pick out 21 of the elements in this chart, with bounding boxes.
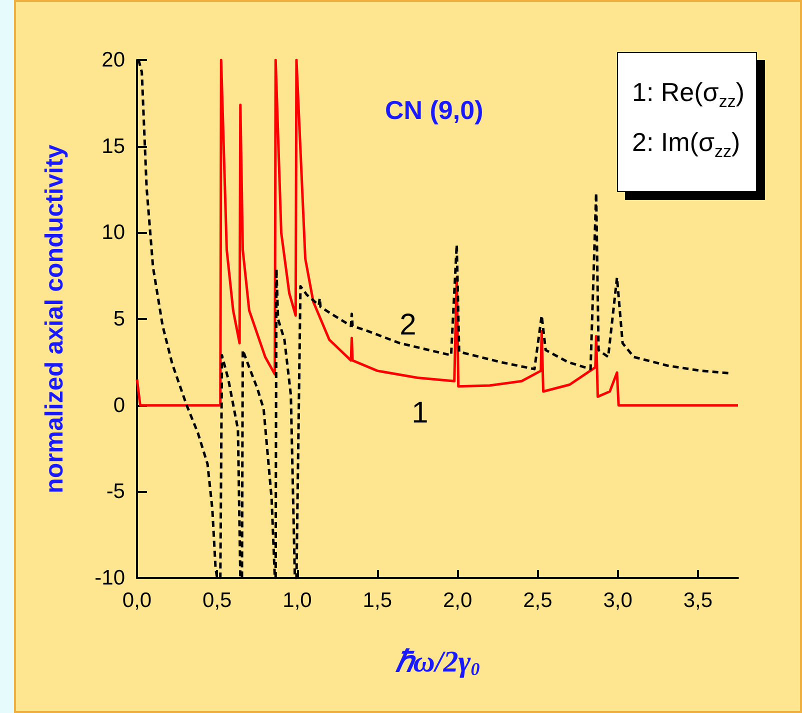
x-tick-label: 3,5 bbox=[683, 589, 713, 612]
y-tick-label: 10 bbox=[102, 221, 125, 244]
y-tick-label: 15 bbox=[102, 134, 125, 158]
x-tick-label: 2,0 bbox=[442, 589, 472, 612]
annotation: 2 bbox=[400, 308, 416, 342]
y-axis-title: normalized axial conductivity bbox=[40, 144, 68, 494]
y-tick-label: 20 bbox=[102, 48, 125, 72]
x-tick-label: 3,0 bbox=[603, 589, 632, 612]
x-tick-label: 0,0 bbox=[122, 589, 152, 612]
text: CN (9,0) bbox=[385, 95, 484, 125]
y-tick-label: -5 bbox=[106, 480, 125, 504]
annotation: 2: Im(σ$_{zz}$) bbox=[632, 126, 742, 164]
annotation: 1: Re(σ$_{zz}$) bbox=[632, 76, 746, 113]
x-tick-label: 0,5 bbox=[202, 589, 232, 612]
annotation: 1 bbox=[412, 396, 428, 430]
y-tick-label: 0 bbox=[113, 394, 125, 417]
y-tick-label: 5 bbox=[113, 308, 125, 330]
x-tick-label: 1,0 bbox=[282, 589, 312, 612]
x-tick-label: 2,5 bbox=[523, 589, 552, 612]
y-tick-label: -10 bbox=[94, 566, 125, 590]
x-tick-label: 1,5 bbox=[362, 589, 392, 612]
